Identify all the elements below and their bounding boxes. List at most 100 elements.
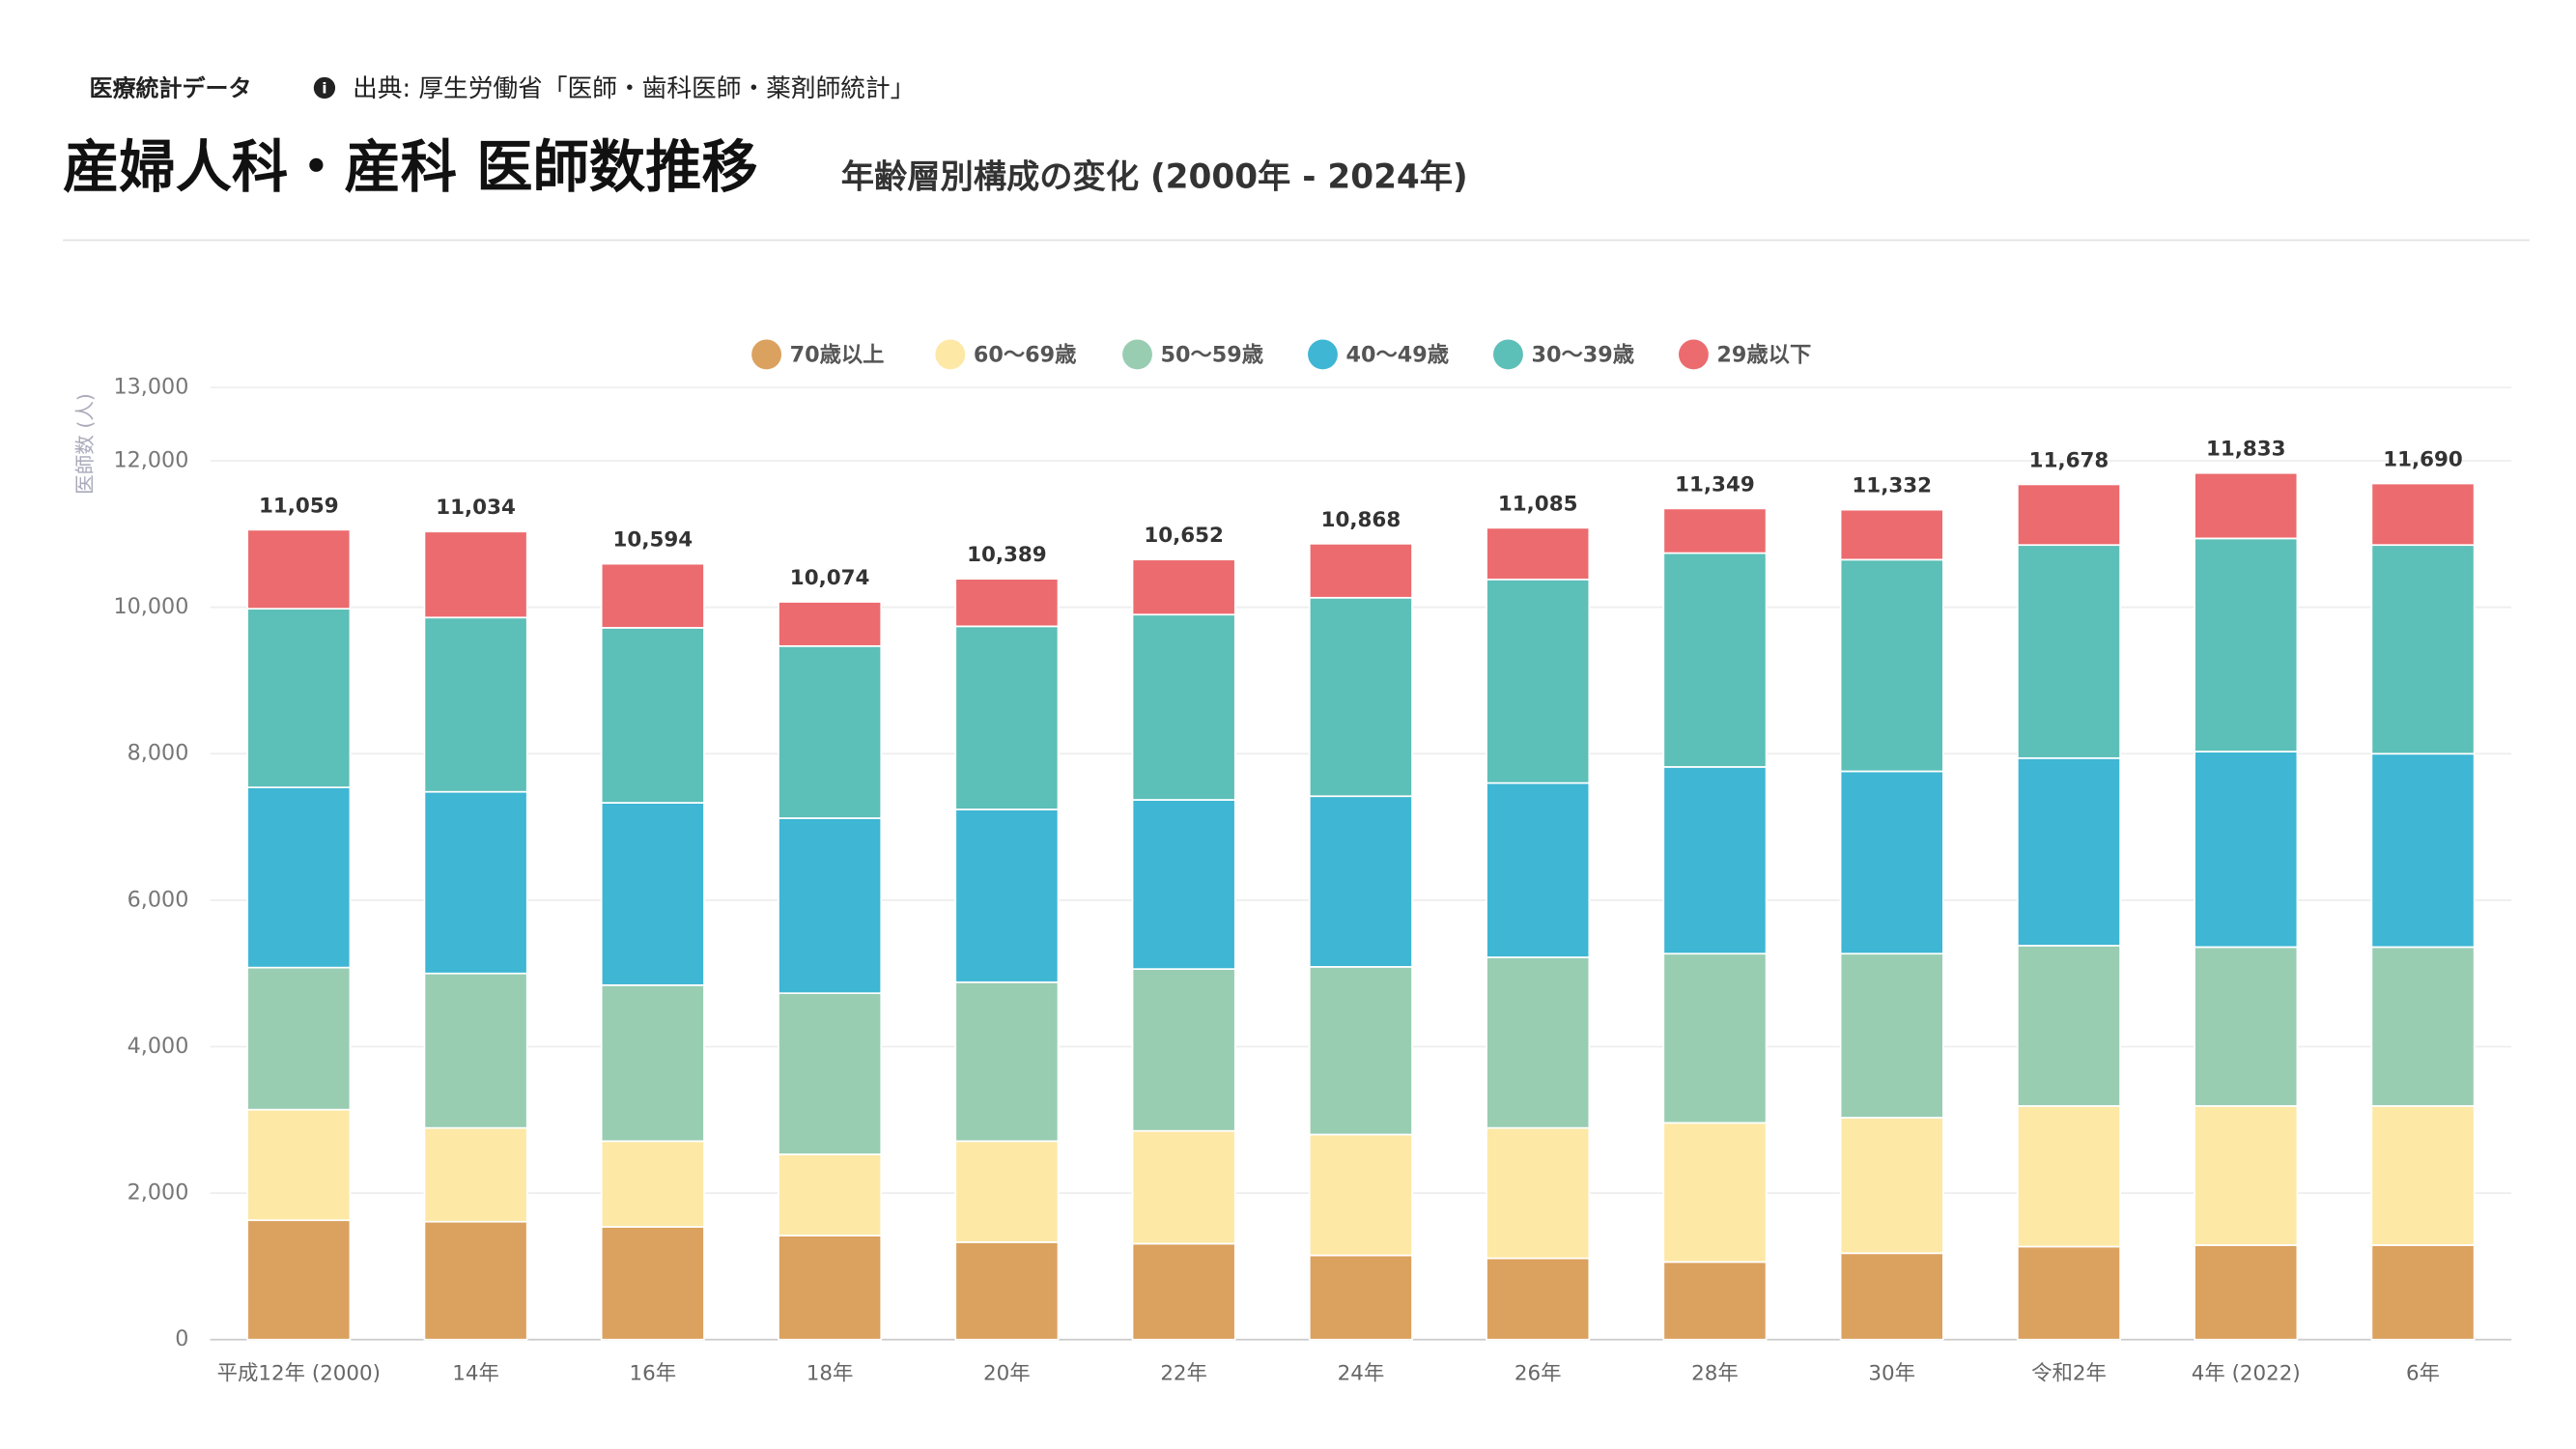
total-label: 11,690 bbox=[2383, 448, 2463, 472]
bar-segment bbox=[2016, 756, 2121, 947]
x-tick-label: 6年 bbox=[2406, 1362, 2440, 1386]
bar-segment bbox=[1839, 770, 1944, 955]
bar-segment bbox=[1662, 1261, 1768, 1341]
y-tick-label: 4,000 bbox=[127, 1034, 189, 1059]
legend-label: 60～69歳 bbox=[974, 342, 1077, 367]
bar-segment bbox=[246, 528, 352, 611]
legend-swatch bbox=[1122, 339, 1152, 370]
bar-segment bbox=[2194, 537, 2299, 753]
bar-segment bbox=[1131, 1242, 1236, 1341]
y-tick-label: 6,000 bbox=[127, 887, 189, 912]
total-label: 11,059 bbox=[259, 494, 339, 518]
bar-segment bbox=[778, 1235, 883, 1341]
bar-segment bbox=[2194, 751, 2299, 949]
total-label: 11,349 bbox=[1675, 472, 1755, 497]
bar-segment bbox=[1486, 781, 1591, 958]
x-tick-label: 22年 bbox=[1160, 1362, 1207, 1386]
bar-segment bbox=[600, 983, 705, 1143]
bar-segment bbox=[2194, 1105, 2299, 1246]
total-label: 10,868 bbox=[1321, 508, 1401, 532]
bar-segment bbox=[423, 972, 528, 1129]
x-tick-label: 16年 bbox=[630, 1362, 677, 1386]
bar-segment bbox=[1308, 542, 1413, 599]
x-tick-label: 30年 bbox=[1868, 1362, 1915, 1386]
total-label: 10,389 bbox=[967, 543, 1047, 567]
header-source: 出典: 厚生労働省「医師・歯科医師・薬剤師統計」 bbox=[353, 74, 915, 103]
x-tick-label: 20年 bbox=[983, 1362, 1031, 1386]
bar-segment bbox=[954, 578, 1060, 628]
bar-segment bbox=[1662, 766, 1768, 955]
y-tick-label: 10,000 bbox=[113, 594, 188, 619]
bar-segment bbox=[600, 1226, 705, 1341]
legend-swatch bbox=[935, 339, 966, 370]
x-tick-label: 26年 bbox=[1514, 1362, 1562, 1386]
info-icon-glyph: i bbox=[322, 79, 326, 97]
x-tick-label: 14年 bbox=[452, 1362, 499, 1386]
x-tick-label: 24年 bbox=[1338, 1362, 1385, 1386]
bar-segment bbox=[2370, 946, 2476, 1107]
bar-segment bbox=[954, 980, 1060, 1143]
total-label: 10,652 bbox=[1144, 524, 1224, 548]
bar-segment bbox=[2370, 1244, 2476, 1341]
x-tick-label: 平成12年 (2000) bbox=[217, 1362, 381, 1386]
bar-segment bbox=[2370, 1105, 2476, 1246]
bar-segment bbox=[2370, 482, 2476, 547]
page-title: 産婦人科・産科 医師数推移 bbox=[63, 134, 757, 200]
bar-segment bbox=[1486, 526, 1591, 581]
bar-segment bbox=[423, 1220, 528, 1341]
page-subtitle: 年齢層別構成の変化 (2000年 - 2024年) bbox=[841, 158, 1468, 197]
bar-segment bbox=[600, 802, 705, 986]
bar-segment bbox=[954, 1241, 1060, 1341]
bar-segment bbox=[2194, 471, 2299, 540]
legend-swatch bbox=[1493, 339, 1523, 370]
y-tick-label: 8,000 bbox=[127, 741, 189, 766]
bar-segment bbox=[778, 992, 883, 1155]
bar-segment bbox=[1308, 966, 1413, 1136]
bar-segment bbox=[600, 1140, 705, 1228]
bar-segment bbox=[1662, 952, 1768, 1124]
bar-segment bbox=[246, 1219, 352, 1341]
legend-label: 50～59歳 bbox=[1161, 342, 1264, 367]
bar-segment bbox=[1839, 1117, 1944, 1255]
total-label: 10,074 bbox=[790, 566, 870, 590]
bar-segment bbox=[954, 1140, 1060, 1243]
bar-segment bbox=[1308, 596, 1413, 798]
legend-label: 40～49歳 bbox=[1345, 342, 1449, 367]
bar-segment bbox=[246, 966, 352, 1111]
legend-label: 29歳以下 bbox=[1716, 342, 1811, 367]
bar-segment bbox=[1131, 1129, 1236, 1245]
x-tick-label: 18年 bbox=[807, 1362, 854, 1386]
bar-segment bbox=[1131, 799, 1236, 971]
bar-segment bbox=[2194, 1244, 2299, 1341]
bar-segment bbox=[1486, 1126, 1591, 1260]
total-label: 11,085 bbox=[1498, 492, 1578, 516]
bar-segment bbox=[1486, 956, 1591, 1129]
bar-segment bbox=[1839, 508, 1944, 561]
bar-segment bbox=[2016, 1245, 2121, 1341]
total-label: 10,594 bbox=[613, 528, 694, 553]
y-tick-label: 12,000 bbox=[113, 448, 188, 473]
bar-segment bbox=[1662, 552, 1768, 768]
bar-segment bbox=[1839, 1252, 1944, 1341]
bar-segment bbox=[778, 1153, 883, 1236]
bar-segment bbox=[2016, 1105, 2121, 1248]
bar-segment bbox=[1839, 952, 1944, 1119]
y-tick-label: 0 bbox=[175, 1326, 188, 1351]
bar-segment bbox=[1308, 1254, 1413, 1341]
total-label: 11,833 bbox=[2206, 438, 2286, 462]
bar-segment bbox=[778, 817, 883, 995]
header-tag: 医療統計データ bbox=[90, 75, 252, 102]
bar-segment bbox=[1308, 1133, 1413, 1257]
bar-segment bbox=[600, 627, 705, 804]
bar-segment bbox=[423, 1126, 528, 1223]
y-tick-label: 2,000 bbox=[127, 1180, 189, 1206]
bar-segment bbox=[1131, 558, 1236, 616]
y-tick-label: 13,000 bbox=[113, 375, 188, 400]
bar-segment bbox=[246, 608, 352, 788]
bar-segment bbox=[2370, 544, 2476, 755]
info-icon bbox=[313, 76, 336, 99]
bar-segment bbox=[246, 1108, 352, 1222]
y-axis-label: 医師数 (人) bbox=[73, 393, 97, 495]
bar-segment bbox=[778, 644, 883, 819]
